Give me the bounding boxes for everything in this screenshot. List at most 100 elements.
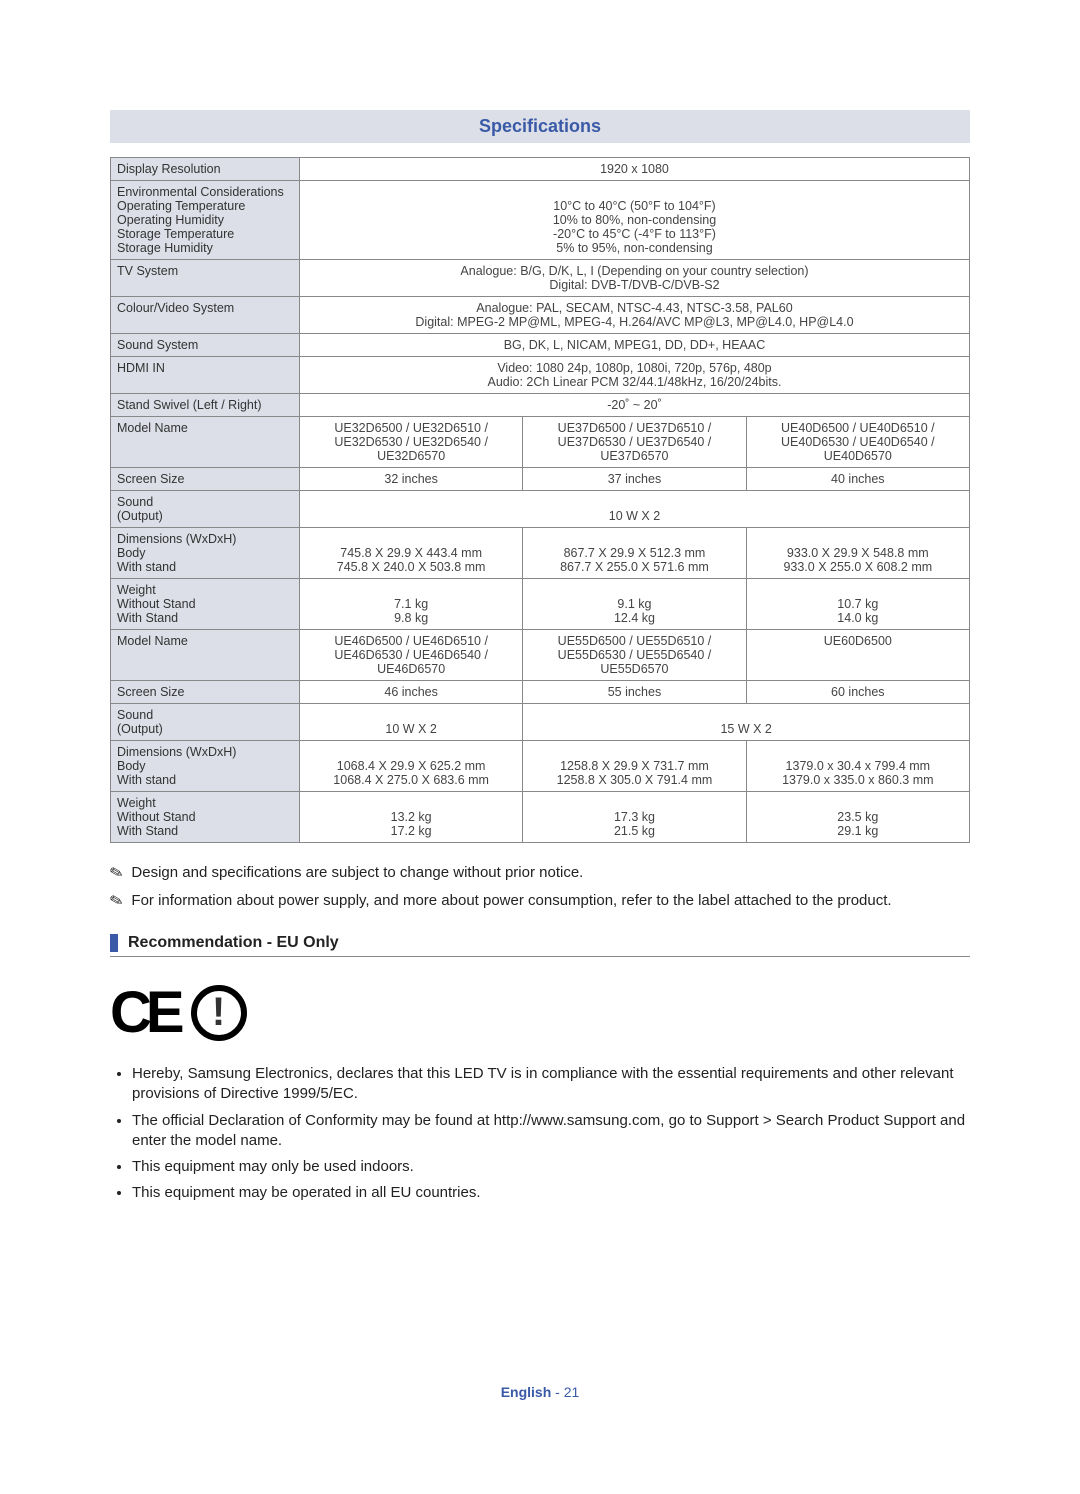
- row-value: UE40D6500 / UE40D6510 / UE40D6530 / UE40…: [746, 417, 969, 468]
- table-row: Model Name UE46D6500 / UE46D6510 / UE46D…: [111, 630, 970, 681]
- value-line: 17.3 kg: [529, 810, 739, 824]
- section-title: Specifications: [110, 110, 970, 143]
- row-label: Sound System: [111, 334, 300, 357]
- row-value: UE46D6500 / UE46D6510 / UE46D6530 / UE46…: [299, 630, 522, 681]
- row-value: 10°C to 40°C (50°F to 104°F) 10% to 80%,…: [299, 181, 969, 260]
- ce-mark-icon: CE: [110, 979, 179, 1046]
- value-line: 15 W X 2: [529, 722, 963, 736]
- row-value: 9.1 kg 12.4 kg: [523, 579, 746, 630]
- row-value: UE32D6500 / UE32D6510 / UE32D6530 / UE32…: [299, 417, 522, 468]
- value-line: 9.8 kg: [306, 611, 516, 625]
- row-label: Environmental Considerations Operating T…: [111, 181, 300, 260]
- row-value: 13.2 kg 17.2 kg: [299, 792, 522, 843]
- notes-section: ✎ Design and specifications are subject …: [110, 863, 970, 912]
- row-label: Screen Size: [111, 468, 300, 491]
- list-item: Hereby, Samsung Electronics, declares th…: [132, 1064, 970, 1105]
- row-value: 10 W X 2: [299, 491, 969, 528]
- row-value: -20˚ ~ 20˚: [299, 394, 969, 417]
- value-line: 933.0 X 255.0 X 608.2 mm: [753, 560, 963, 574]
- value-line: Analogue: PAL, SECAM, NTSC-4.43, NTSC-3.…: [306, 301, 963, 315]
- label-line: Sound: [117, 708, 293, 722]
- table-row: Screen Size 46 inches 55 inches 60 inche…: [111, 681, 970, 704]
- table-row: Sound (Output) 10 W X 2 15 W X 2: [111, 704, 970, 741]
- row-value: 46 inches: [299, 681, 522, 704]
- row-label: Model Name: [111, 630, 300, 681]
- value-line: Analogue: B/G, D/K, L, I (Depending on y…: [306, 264, 963, 278]
- label-line: Storage Temperature: [117, 227, 293, 241]
- value-line: 12.4 kg: [529, 611, 739, 625]
- value-line: -20°C to 45°C (-4°F to 113°F): [306, 227, 963, 241]
- row-value: 1258.8 X 29.9 X 731.7 mm 1258.8 X 305.0 …: [523, 741, 746, 792]
- page-footer: English - 21: [110, 1384, 970, 1400]
- row-label: TV System: [111, 260, 300, 297]
- table-row: Model Name UE32D6500 / UE32D6510 / UE32D…: [111, 417, 970, 468]
- ce-mark-row: CE !: [110, 979, 970, 1046]
- table-row: Colour/Video System Analogue: PAL, SECAM…: [111, 297, 970, 334]
- value-line: 29.1 kg: [753, 824, 963, 838]
- table-row: Dimensions (WxDxH) Body With stand 745.8…: [111, 528, 970, 579]
- label-line: Storage Humidity: [117, 241, 293, 255]
- recommendation-header: Recommendation - EU Only: [110, 934, 970, 957]
- row-label: Sound (Output): [111, 491, 300, 528]
- value-line: 745.8 X 29.9 X 443.4 mm: [306, 546, 516, 560]
- note-icon: ✎: [107, 862, 126, 886]
- row-value: 37 inches: [523, 468, 746, 491]
- label-line: Environmental Considerations: [117, 185, 293, 199]
- value-line: 10°C to 40°C (50°F to 104°F): [306, 199, 963, 213]
- value-line: 13.2 kg: [306, 810, 516, 824]
- row-label: Dimensions (WxDxH) Body With stand: [111, 528, 300, 579]
- label-line: With stand: [117, 773, 293, 787]
- footer-language: English: [501, 1384, 552, 1400]
- table-row: Sound (Output) 10 W X 2: [111, 491, 970, 528]
- label-line: Dimensions (WxDxH): [117, 745, 293, 759]
- row-label: Model Name: [111, 417, 300, 468]
- table-row: TV System Analogue: B/G, D/K, L, I (Depe…: [111, 260, 970, 297]
- label-line: Body: [117, 759, 293, 773]
- table-row: Screen Size 32 inches 37 inches 40 inche…: [111, 468, 970, 491]
- value-line: Digital: MPEG-2 MP@ML, MPEG-4, H.264/AVC…: [306, 315, 963, 329]
- table-row: HDMI IN Video: 1080 24p, 1080p, 1080i, 7…: [111, 357, 970, 394]
- label-line: Body: [117, 546, 293, 560]
- value-line: 5% to 95%, non-condensing: [306, 241, 963, 255]
- list-item: The official Declaration of Conformity m…: [132, 1111, 970, 1152]
- value-line: 1379.0 x 335.0 x 860.3 mm: [753, 773, 963, 787]
- accent-bar-icon: [110, 934, 118, 952]
- row-label: Stand Swivel (Left / Right): [111, 394, 300, 417]
- label-line: With Stand: [117, 824, 293, 838]
- value-line: 17.2 kg: [306, 824, 516, 838]
- label-line: With stand: [117, 560, 293, 574]
- label-line: Weight: [117, 796, 293, 810]
- row-value: 60 inches: [746, 681, 969, 704]
- value-line: 10 W X 2: [306, 722, 516, 736]
- row-label: Screen Size: [111, 681, 300, 704]
- row-label: Colour/Video System: [111, 297, 300, 334]
- exclamation-circle-icon: !: [191, 985, 247, 1041]
- list-item: This equipment may be operated in all EU…: [132, 1183, 970, 1203]
- row-value: 745.8 X 29.9 X 443.4 mm 745.8 X 240.0 X …: [299, 528, 522, 579]
- row-label: Weight Without Stand With Stand: [111, 792, 300, 843]
- row-value: UE55D6500 / UE55D6510 / UE55D6530 / UE55…: [523, 630, 746, 681]
- row-value: BG, DK, L, NICAM, MPEG1, DD, DD+, HEAAC: [299, 334, 969, 357]
- value-line: 10 W X 2: [306, 509, 963, 523]
- table-row: Environmental Considerations Operating T…: [111, 181, 970, 260]
- row-label: Sound (Output): [111, 704, 300, 741]
- note-icon: ✎: [107, 889, 126, 913]
- table-row: Weight Without Stand With Stand 7.1 kg 9…: [111, 579, 970, 630]
- row-value: 32 inches: [299, 468, 522, 491]
- value-line: 9.1 kg: [529, 597, 739, 611]
- value-line: Digital: DVB-T/DVB-C/DVB-S2: [306, 278, 963, 292]
- label-line: (Output): [117, 509, 293, 523]
- row-label: Display Resolution: [111, 158, 300, 181]
- value-line: 933.0 X 29.9 X 548.8 mm: [753, 546, 963, 560]
- note-item: ✎ For information about power supply, an…: [110, 891, 970, 913]
- recommendation-title: Recommendation - EU Only: [128, 934, 339, 952]
- value-line: 1258.8 X 305.0 X 791.4 mm: [529, 773, 739, 787]
- row-label: HDMI IN: [111, 357, 300, 394]
- value-line: 867.7 X 255.0 X 571.6 mm: [529, 560, 739, 574]
- value-line: 21.5 kg: [529, 824, 739, 838]
- value-line: 1258.8 X 29.9 X 731.7 mm: [529, 759, 739, 773]
- table-row: Stand Swivel (Left / Right) -20˚ ~ 20˚: [111, 394, 970, 417]
- value-line: Video: 1080 24p, 1080p, 1080i, 720p, 576…: [306, 361, 963, 375]
- table-row: Weight Without Stand With Stand 13.2 kg …: [111, 792, 970, 843]
- row-value: UE37D6500 / UE37D6510 / UE37D6530 / UE37…: [523, 417, 746, 468]
